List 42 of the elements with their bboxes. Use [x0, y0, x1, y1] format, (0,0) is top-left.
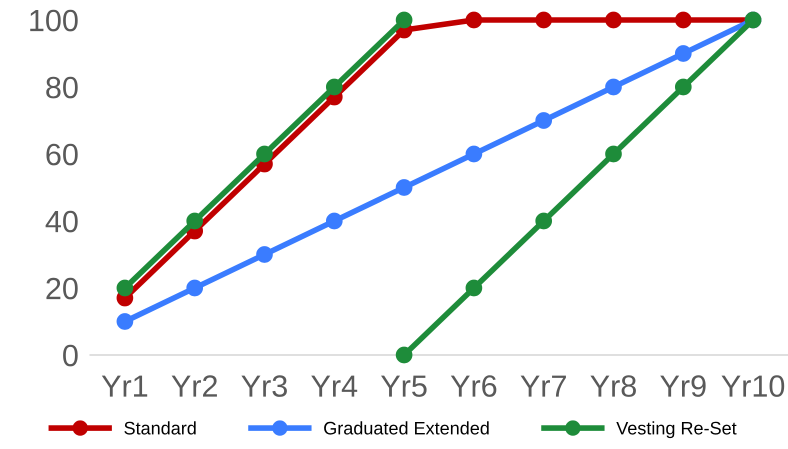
- point: [466, 12, 482, 28]
- point: [466, 146, 482, 162]
- point: [674, 78, 692, 96]
- point: [605, 78, 622, 96]
- y-tick-label: 60: [46, 144, 78, 166]
- x-tick-label: Yr5: [381, 376, 427, 397]
- x-tick-label: Yr10: [722, 375, 784, 397]
- point: [396, 179, 412, 196]
- y-tick-label: 0: [63, 344, 78, 366]
- point: [116, 313, 134, 330]
- x-tick-label: Yr1: [102, 376, 148, 397]
- point: [605, 12, 622, 28]
- point: [326, 78, 343, 96]
- y-tick-label: 80: [46, 76, 78, 98]
- y-tick-label: 40: [46, 210, 78, 232]
- point: [535, 112, 552, 129]
- point: [186, 212, 204, 230]
- point: [326, 212, 343, 230]
- legend-label: Standard: [124, 421, 196, 435]
- point: [466, 280, 482, 296]
- x-tick-label: Yr6: [450, 375, 496, 397]
- point: [116, 280, 134, 296]
- y-tick-label: 20: [46, 278, 78, 300]
- point: [256, 246, 273, 263]
- point: [535, 12, 552, 28]
- point: [674, 45, 692, 62]
- point: [674, 12, 692, 28]
- x-tick-label: Yr4: [311, 376, 358, 397]
- x-tick-label: Yr3: [241, 375, 287, 397]
- point: [605, 146, 622, 162]
- x-tick-label: Yr9: [660, 375, 706, 397]
- x-tick-label: Yr2: [172, 375, 217, 397]
- legend-label: Graduated Extended: [324, 421, 489, 435]
- legend-label: Vesting Re-Set: [616, 421, 737, 438]
- point: [396, 12, 412, 28]
- point: [186, 280, 204, 296]
- y-tick-label: 100: [30, 10, 78, 32]
- point: [535, 212, 552, 230]
- x-tick-label: Yr7: [520, 376, 566, 397]
- point: [256, 146, 273, 162]
- point: [396, 346, 412, 364]
- x-tick-label: Yr8: [590, 375, 636, 397]
